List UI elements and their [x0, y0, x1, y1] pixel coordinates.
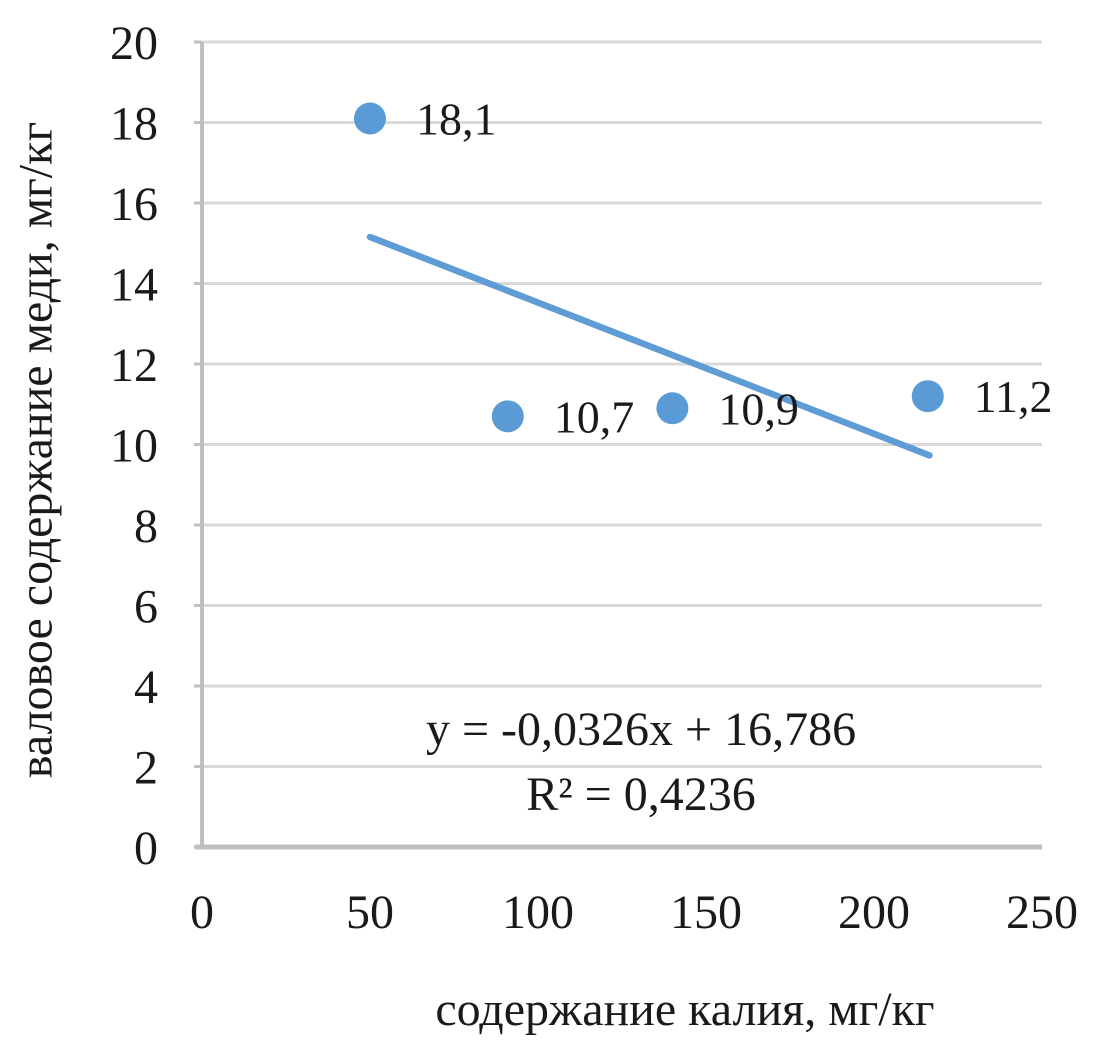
data-point-label: 10,9	[718, 383, 799, 434]
y-tick-label: 4	[134, 661, 158, 714]
trendline-equation: y = -0,0326x + 16,786	[425, 703, 857, 756]
x-tick-label: 0	[190, 886, 214, 939]
trendline	[366, 233, 933, 459]
y-tick-label: 8	[134, 500, 158, 553]
y-tick-label: 0	[134, 822, 158, 875]
y-tick-label: 10	[110, 420, 158, 473]
data-point	[911, 380, 944, 413]
y-tick-label: 12	[110, 339, 158, 392]
y-tick-label: 14	[110, 259, 158, 312]
x-tick-label: 150	[670, 886, 742, 939]
x-tick-label: 100	[502, 886, 574, 939]
y-tick-label: 2	[134, 742, 158, 795]
y-tick-label: 20	[110, 17, 158, 70]
x-tick-label: 50	[346, 886, 394, 939]
data-point	[656, 392, 689, 425]
data-point-label: 10,7	[554, 391, 635, 442]
x-tick-label: 250	[1006, 886, 1078, 939]
x-tick-label: 200	[838, 886, 910, 939]
y-tick-label: 18	[110, 98, 158, 151]
y-axis-title: валовое содержание меди, мг/кг	[9, 121, 63, 779]
x-axis-title: содержание калия, мг/кг	[435, 983, 935, 1036]
data-point-label: 18,1	[416, 93, 497, 144]
data-point-label: 11,2	[974, 371, 1053, 422]
data-point	[491, 400, 524, 433]
trendline-equation-block: y = -0,0326x + 16,786 R² = 0,4236	[426, 697, 856, 827]
trendline-r-squared: R² = 0,4236	[526, 768, 756, 821]
y-tick-label: 6	[134, 581, 158, 634]
y-tick-label: 16	[110, 178, 158, 231]
data-point	[354, 102, 386, 135]
